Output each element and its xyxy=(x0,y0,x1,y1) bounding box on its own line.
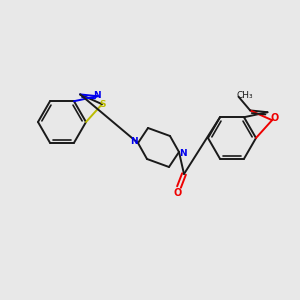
Text: N: N xyxy=(179,148,187,158)
Text: CH₃: CH₃ xyxy=(236,91,253,100)
Text: S: S xyxy=(100,100,106,109)
Text: O: O xyxy=(271,113,279,123)
Text: N: N xyxy=(93,91,100,100)
Text: N: N xyxy=(130,137,138,146)
Text: O: O xyxy=(174,188,182,198)
